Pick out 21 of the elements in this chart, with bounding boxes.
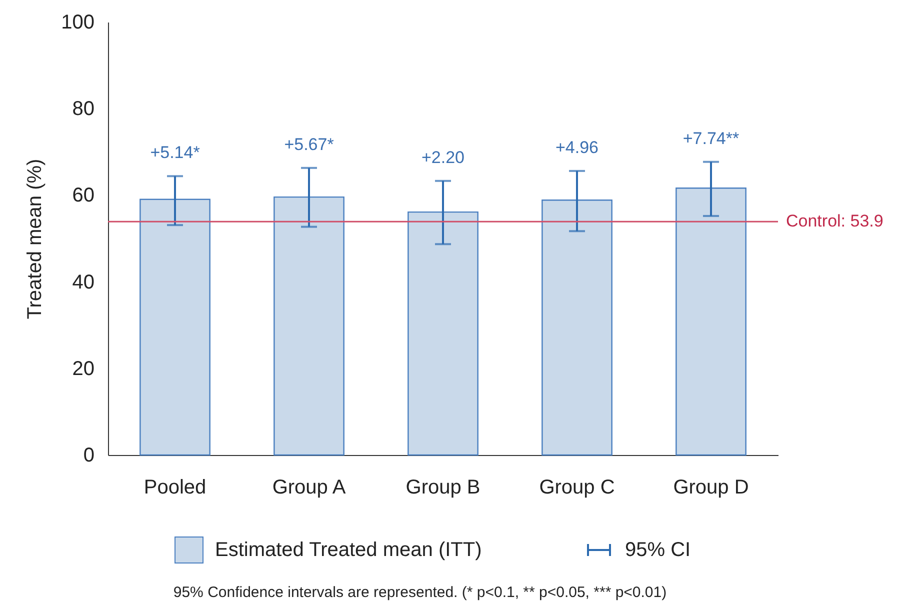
y-tick-label: 60 [72, 184, 94, 207]
annotation: +5.14* [150, 143, 200, 162]
x-tick-label: Group D [673, 476, 749, 498]
annotation: +7.74** [682, 128, 740, 148]
annotation: +2.20 [421, 148, 465, 167]
annotation: +5.67* [284, 134, 334, 154]
y-tick-label: 40 [72, 271, 94, 294]
y-tick-label: 20 [72, 358, 94, 380]
annotation: +4.96 [555, 138, 599, 157]
x-tick-label: Group A [272, 476, 346, 498]
legend-label: Estimated Treated mean (ITT) [215, 539, 482, 561]
x-tick-label: Group C [539, 476, 615, 498]
x-tick-label: Pooled [144, 476, 206, 498]
y-tick-label: 0 [83, 444, 94, 466]
ref-line-label: Control: 53.9 [786, 212, 884, 231]
y-axis-title: Treated mean (%) [24, 158, 46, 320]
x-tick-label: Group B [406, 476, 480, 498]
y-tick-label: 100 [61, 12, 94, 34]
y-tick-label: 80 [72, 98, 94, 120]
text: 95% Confidence intervals are represented. (* p<0.1, ** p<0.05, *** p<0.01) [173, 584, 667, 601]
text: 95% CI [625, 539, 691, 561]
